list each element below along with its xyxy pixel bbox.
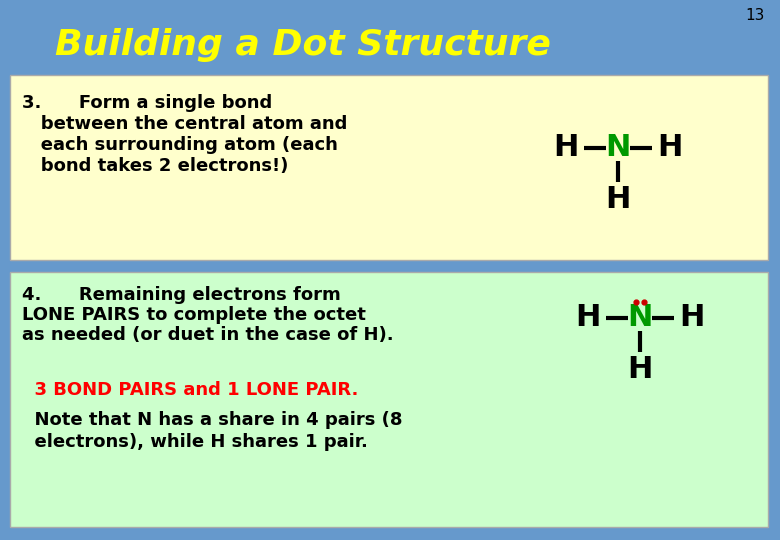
- Text: 3 BOND PAIRS and 1 LONE PAIR.: 3 BOND PAIRS and 1 LONE PAIR.: [22, 381, 358, 399]
- Text: N: N: [627, 303, 653, 333]
- Text: 3.      Form a single bond: 3. Form a single bond: [22, 94, 272, 112]
- FancyBboxPatch shape: [10, 75, 768, 260]
- FancyBboxPatch shape: [10, 272, 768, 527]
- Text: H: H: [627, 355, 653, 384]
- Text: H: H: [658, 133, 682, 163]
- Text: 13: 13: [746, 8, 764, 23]
- Text: H: H: [679, 303, 704, 333]
- Text: Note that N has a share in 4 pairs (8: Note that N has a share in 4 pairs (8: [22, 411, 402, 429]
- Text: LONE PAIRS to complete the octet: LONE PAIRS to complete the octet: [22, 306, 366, 324]
- Text: each surrounding atom (each: each surrounding atom (each: [22, 136, 338, 154]
- Text: H: H: [553, 133, 579, 163]
- Text: bond takes 2 electrons!): bond takes 2 electrons!): [22, 157, 289, 175]
- Text: Building a Dot Structure: Building a Dot Structure: [55, 28, 551, 62]
- Text: electrons), while H shares 1 pair.: electrons), while H shares 1 pair.: [22, 433, 368, 451]
- Text: 4.      Remaining electrons form: 4. Remaining electrons form: [22, 286, 341, 304]
- Text: H: H: [605, 186, 631, 214]
- Text: as needed (or duet in the case of H).: as needed (or duet in the case of H).: [22, 326, 394, 344]
- Text: H: H: [576, 303, 601, 333]
- Text: between the central atom and: between the central atom and: [22, 115, 347, 133]
- Text: N: N: [605, 133, 631, 163]
